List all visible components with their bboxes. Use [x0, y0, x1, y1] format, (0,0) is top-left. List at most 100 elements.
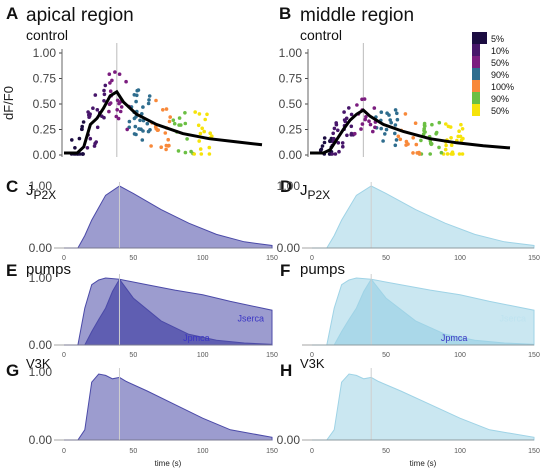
scatter-point: [411, 136, 416, 140]
ytick-b-3: 0.75: [279, 72, 303, 86]
subtitle-d-base: J: [300, 182, 308, 199]
subtitle-c-sub: P2X: [33, 188, 57, 202]
xtick-e: 0: [62, 352, 66, 359]
legend-label: 90%: [491, 70, 509, 80]
scatter-point: [340, 141, 345, 145]
scatter-point: [457, 152, 462, 156]
scatter-point: [118, 109, 123, 114]
xtick-g: 100: [197, 448, 209, 455]
legend-label: 5%: [491, 34, 504, 44]
scatter-point: [360, 122, 365, 126]
scatter-point: [359, 127, 363, 131]
scatter-point: [457, 129, 461, 133]
scatter-point: [119, 105, 124, 109]
scatter-point: [155, 128, 160, 132]
scatter-point: [395, 111, 399, 116]
panel-label-h: H: [280, 361, 293, 380]
xtick-e: 100: [197, 352, 209, 359]
area-d-series: [312, 185, 535, 249]
scatter-point: [413, 121, 418, 125]
xtick-f: 0: [310, 352, 314, 359]
scatter-point: [117, 72, 122, 76]
scatter-point: [183, 150, 188, 155]
scatter-point: [394, 138, 399, 142]
scatter-point: [403, 112, 408, 116]
scatter-point: [80, 127, 84, 132]
scatter-point: [202, 129, 206, 134]
scatter-point: [133, 124, 138, 129]
scatter-point: [102, 92, 107, 97]
xtick-h: 50: [382, 448, 390, 455]
scatter-point: [393, 131, 397, 136]
scatter-point: [364, 115, 368, 119]
scatter-point: [422, 121, 427, 126]
scatter-point: [167, 143, 171, 148]
scatter-point: [197, 112, 202, 116]
scatter-point: [444, 122, 448, 126]
scatter-point: [85, 146, 90, 150]
xtick-d: 150: [528, 255, 540, 262]
legend-label: 50%: [491, 58, 509, 68]
scatter-point: [93, 93, 98, 97]
scatter-point: [417, 152, 422, 156]
scatter-point: [164, 147, 168, 152]
ytick-d-1: 1.00: [277, 179, 301, 193]
scatter-point: [87, 114, 92, 118]
scatter-point: [115, 98, 120, 103]
subtitle-e: pumps: [26, 261, 72, 278]
xtick-f: 150: [528, 352, 540, 359]
area-e-jpmca: [64, 278, 273, 346]
xtick-c: 100: [197, 255, 209, 262]
scatter-point: [102, 115, 106, 120]
panel-label-d: D: [280, 177, 293, 196]
scatter-point: [115, 108, 119, 112]
scatter-point: [103, 83, 108, 88]
scatter-point: [125, 127, 129, 132]
scatter-point: [149, 144, 153, 148]
ytick-c-1: 1.00: [29, 179, 53, 193]
area-g-series: [64, 373, 273, 441]
ytick-a-2: 0.50: [33, 97, 57, 111]
series-label-jserca: Jserca: [237, 314, 264, 324]
scatter-point: [411, 151, 415, 155]
scatter-point: [367, 119, 371, 123]
series-label-jserca: Jserca: [499, 314, 526, 324]
scatter-point: [147, 98, 151, 102]
ytick-b-2: 0.50: [279, 97, 303, 111]
scatter-point: [437, 145, 441, 150]
scatter-point: [108, 101, 113, 105]
scatter-point: [193, 110, 197, 114]
subtitle-g: V3K: [26, 356, 51, 371]
scatter-point: [381, 139, 385, 143]
scatter-point: [80, 124, 84, 129]
scatter-point: [334, 121, 339, 125]
subtitle-f: pumps: [300, 261, 346, 278]
scatter-point: [428, 152, 433, 156]
xtick-e: 150: [266, 352, 278, 359]
scatter-point: [331, 131, 336, 136]
scatter-point: [318, 148, 323, 152]
ytick-h-0: 0.00: [277, 433, 301, 447]
scatter-point: [167, 119, 172, 124]
scatter-point: [177, 116, 182, 120]
scatter-point: [345, 133, 349, 138]
scatter-point: [108, 81, 112, 85]
scatter-point: [132, 116, 137, 121]
scatter-point: [81, 120, 86, 124]
subtitle-d-sub: P2X: [307, 188, 331, 202]
scatter-point: [355, 103, 359, 107]
legend-swatch: [472, 44, 480, 56]
legend-swatch: [472, 56, 480, 68]
legend-swatch: [472, 80, 480, 92]
ytick-c-0: 0.00: [29, 241, 53, 255]
series-label-jpmca: Jpmca: [183, 333, 210, 343]
scatter-point: [163, 131, 168, 135]
xlabel-h: time (s): [410, 459, 437, 468]
scatter-point: [460, 152, 465, 156]
xtick-f: 100: [454, 352, 466, 359]
scatter-point: [459, 122, 463, 127]
mean-curve-b: [310, 108, 511, 155]
scatter-point: [446, 124, 451, 129]
scatter-point: [138, 118, 142, 123]
